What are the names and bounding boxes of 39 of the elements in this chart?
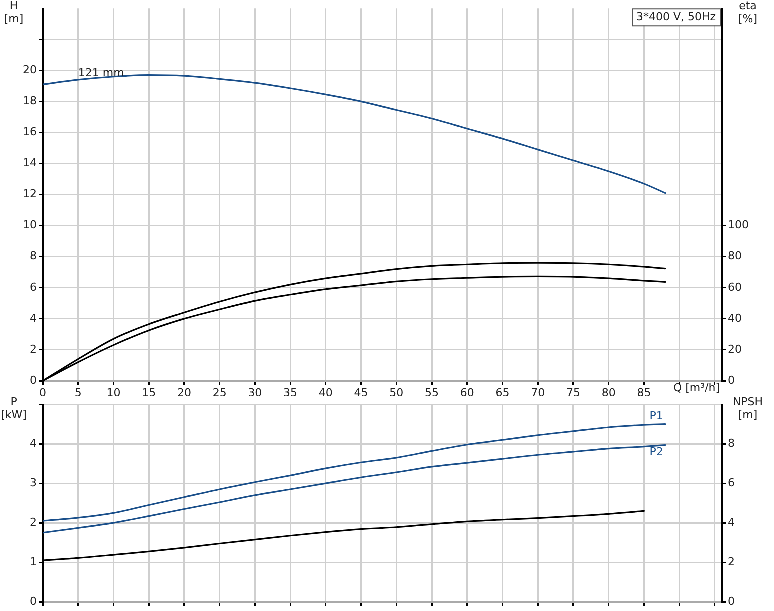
y-tick-label: 6 (30, 280, 37, 294)
y-axis-title: H [m] (4, 0, 24, 26)
y-tick-label: 1 (30, 555, 37, 568)
y2-tick-label: 4 (728, 516, 735, 529)
y2-axis-title: eta [%] (738, 0, 758, 26)
y2-tick-label: 0 (728, 374, 735, 387)
y2-tick-label: 0 (728, 594, 735, 608)
y2-axis-title: NPSH [m] (732, 395, 764, 422)
y-tick-label: 18 (23, 94, 37, 108)
x-axis-title: Q [m³/h] (673, 381, 720, 394)
y-tick-label: 4 (30, 312, 37, 325)
y2-tick-label: 6 (728, 476, 735, 490)
y-tick-label: 4 (30, 436, 37, 450)
y-tick-label: 0 (30, 374, 37, 387)
chart-title: 3*400 V, 50Hz (636, 10, 716, 24)
y-tick-label: 8 (30, 250, 37, 263)
y2-tick-label: 8 (728, 436, 735, 450)
y-tick-label: 2 (30, 516, 37, 529)
y-tick-label: 10 (23, 218, 37, 232)
y-tick-label: 2 (30, 342, 37, 356)
y2-tick-label: 60 (728, 280, 742, 294)
y2-tick-label: 80 (728, 250, 742, 263)
y-tick-label: 12 (23, 188, 37, 201)
y-tick-label: 3 (30, 476, 37, 490)
y2-tick-label: 20 (728, 342, 742, 356)
series-label: 121 mm (78, 66, 124, 80)
y-tick-label: 20 (23, 64, 37, 77)
line-series (43, 424, 666, 522)
y-tick-label: 14 (23, 156, 37, 170)
y-axis-title: P [kW] (1, 395, 27, 422)
y2-tick-label: 40 (728, 312, 742, 325)
series-label: P1 (650, 410, 664, 423)
y2-tick-label: 2 (728, 555, 735, 568)
line-series (43, 74, 666, 194)
series-label: P2 (650, 446, 664, 459)
y-tick-label: 0 (30, 594, 37, 608)
y2-tick-label: 100 (728, 218, 749, 232)
line-series (43, 444, 666, 534)
y-tick-label: 16 (23, 126, 37, 139)
